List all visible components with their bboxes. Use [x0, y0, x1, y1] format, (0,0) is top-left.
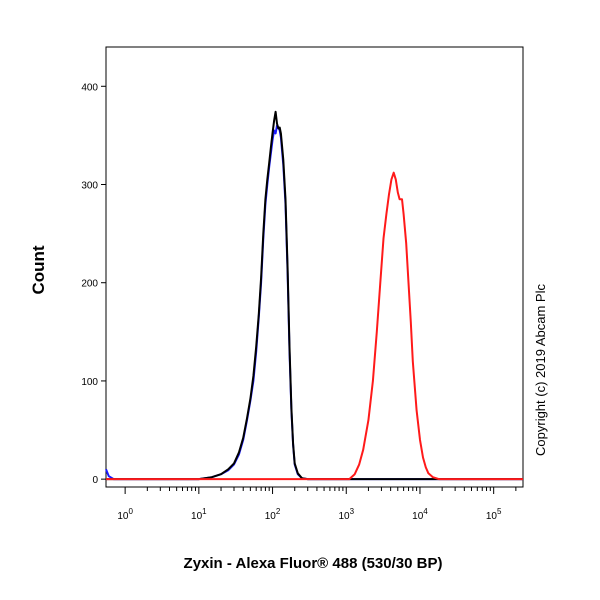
x-tick-label: 104: [412, 507, 428, 522]
x-tick-label: 105: [486, 507, 502, 522]
y-tick-label: 400: [81, 82, 98, 93]
plot-frame: [105, 46, 524, 488]
x-tick-label: 100: [117, 507, 133, 522]
y-axis: 0 100 200 300 400: [81, 82, 106, 486]
series-line-3: [106, 171, 523, 481]
x-axis-label: Zyxin - Alexa Fluor® 488 (530/30 BP): [184, 555, 443, 572]
x-tick-label: 103: [338, 507, 354, 522]
y-tick-label: 0: [92, 475, 98, 486]
x-tick-label: 101: [191, 507, 207, 522]
y-tick-label: 100: [81, 377, 98, 388]
series-line-1: [105, 124, 523, 481]
y-tick-label: 300: [81, 181, 98, 192]
x-tick-label: 102: [265, 507, 281, 522]
copyright-text: Copyright (c) 2019 Abcam Plc: [533, 284, 548, 456]
y-tick-label: 200: [81, 279, 98, 290]
series-layer: [105, 110, 523, 481]
x-axis: 100 101 102 103 104 105: [117, 487, 517, 522]
series-line-2: [106, 110, 523, 481]
y-axis-label: Count: [29, 245, 48, 294]
